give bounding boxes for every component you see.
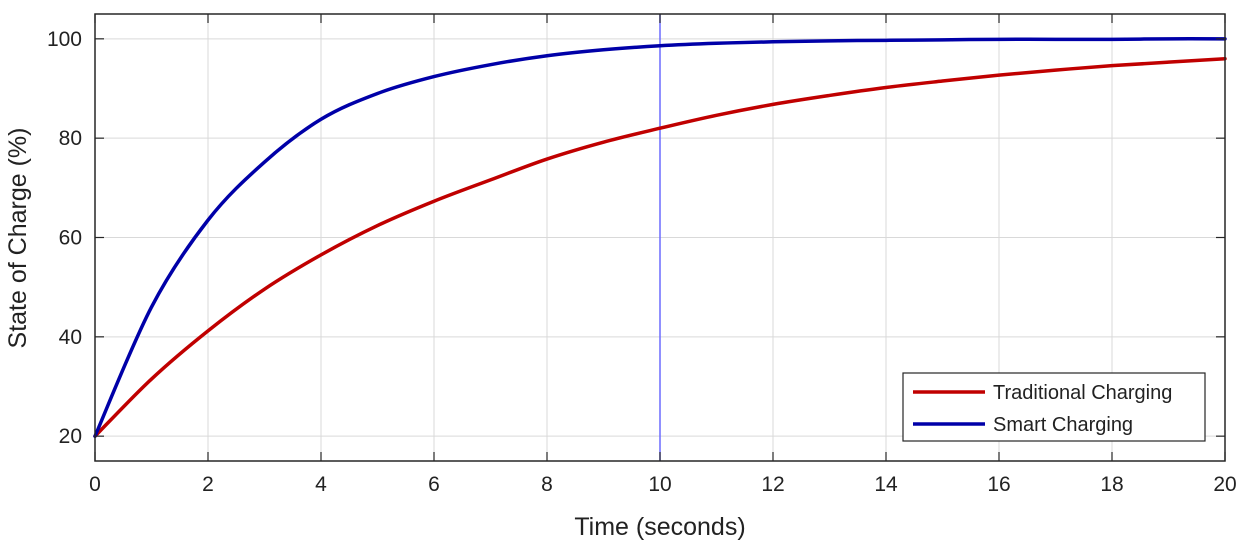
legend-label-traditional: Traditional Charging <box>993 382 1172 404</box>
x-tick-label: 8 <box>541 473 553 496</box>
y-axis-label: State of Charge (%) <box>4 128 32 349</box>
legend-label-smart: Smart Charging <box>993 414 1133 436</box>
series-line-smart-charging <box>93 37 1227 438</box>
x-tick-label: 20 <box>1213 473 1236 496</box>
y-tick-label: 100 <box>47 28 82 51</box>
y-tick-label: 80 <box>59 127 82 150</box>
x-tick-label: 16 <box>987 473 1010 496</box>
x-tick-label: 0 <box>89 473 101 496</box>
x-tick-label: 6 <box>428 473 440 496</box>
legend-box <box>902 372 1206 442</box>
x-tick-label: 14 <box>874 473 898 496</box>
x-tick-label: 2 <box>202 473 214 496</box>
legend: Traditional Charging Smart Charging <box>902 372 1206 442</box>
y-tick-label: 60 <box>59 227 82 250</box>
x-tick-label: 12 <box>761 473 784 496</box>
x-tick-label: 18 <box>1100 473 1123 496</box>
y-tick-label: 20 <box>59 425 82 448</box>
y-tick-label: 40 <box>59 326 82 349</box>
series-line-traditional-charging <box>93 56 1227 438</box>
x-axis-label: Time (seconds) <box>574 513 745 541</box>
series-layer <box>93 37 1227 438</box>
axis-ticks: 0 2 4 6 8 10 12 14 16 18 20 20 40 60 80 100 <box>47 14 1237 496</box>
x-tick-label: 10 <box>648 473 671 496</box>
x-tick-label: 4 <box>315 473 327 496</box>
